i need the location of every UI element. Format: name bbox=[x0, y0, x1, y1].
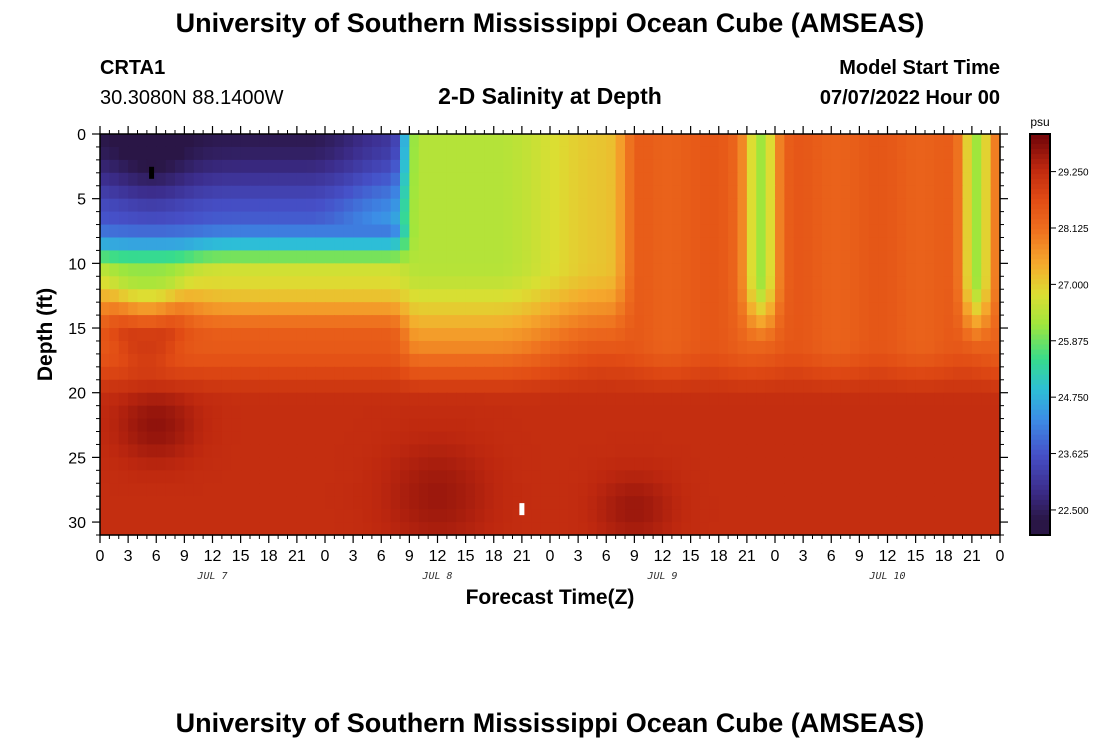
x-tick-label: 9 bbox=[180, 548, 189, 565]
x-tick-label: 21 bbox=[963, 548, 981, 565]
x-tick-label: 3 bbox=[349, 548, 358, 565]
x-tick-label: 15 bbox=[232, 548, 250, 565]
day-label: JUL 7 bbox=[196, 571, 227, 582]
y-tick-label: 20 bbox=[68, 386, 86, 403]
x-tick-label: 0 bbox=[321, 548, 330, 565]
x-tick-label: 6 bbox=[377, 548, 386, 565]
x-tick-label: 12 bbox=[654, 548, 672, 565]
x-tick-label: 18 bbox=[485, 548, 503, 565]
x-tick-label: 0 bbox=[96, 548, 105, 565]
colorbar-tick-label: 28.125 bbox=[1058, 224, 1089, 235]
day-label: JUL 8 bbox=[421, 571, 452, 582]
station-id: CRTA1 bbox=[100, 57, 166, 79]
heatmap-field bbox=[100, 134, 1001, 536]
x-tick-label: 18 bbox=[710, 548, 728, 565]
marker-2 bbox=[519, 503, 525, 516]
y-tick-label: 30 bbox=[68, 515, 86, 532]
colorbar-tick-label: 23.625 bbox=[1058, 450, 1089, 461]
colorbar-tick-label: 24.750 bbox=[1058, 393, 1089, 404]
x-tick-label: 21 bbox=[288, 548, 306, 565]
colorbar-frame bbox=[1029, 133, 1051, 536]
x-tick-label: 18 bbox=[260, 548, 278, 565]
model-start-value: 07/07/2022 Hour 00 bbox=[819, 87, 1000, 109]
x-tick-label: 6 bbox=[152, 548, 161, 565]
x-axis-label: Forecast Time(Z) bbox=[466, 586, 635, 609]
x-tick-label: 12 bbox=[879, 548, 897, 565]
page-title: University of Southern Mississippi Ocean… bbox=[175, 8, 925, 38]
x-tick-label: 12 bbox=[204, 548, 222, 565]
chart-subtitle: 2-D Salinity at Depth bbox=[438, 83, 662, 109]
x-tick-label: 3 bbox=[799, 548, 808, 565]
x-tick-label: 0 bbox=[996, 548, 1005, 565]
x-tick-label: 15 bbox=[457, 548, 475, 565]
day-label: JUL 10 bbox=[868, 571, 905, 582]
x-tick-label: 0 bbox=[546, 548, 555, 565]
x-tick-label: 9 bbox=[630, 548, 639, 565]
colorbar-unit: psu bbox=[1030, 115, 1049, 129]
y-tick-label: 25 bbox=[68, 450, 86, 467]
x-tick-label: 21 bbox=[738, 548, 756, 565]
x-tick-label: 15 bbox=[907, 548, 925, 565]
y-tick-label: 10 bbox=[68, 256, 86, 273]
x-tick-label: 18 bbox=[935, 548, 953, 565]
colorbar-tick-label: 22.500 bbox=[1058, 506, 1089, 517]
y-tick-label: 0 bbox=[77, 127, 86, 144]
x-tick-label: 6 bbox=[602, 548, 611, 565]
station-coordinates: 30.3080N 88.1400W bbox=[100, 87, 284, 109]
model-start-label: Model Start Time bbox=[839, 57, 1000, 79]
x-tick-label: 9 bbox=[405, 548, 414, 565]
x-tick-label: 15 bbox=[682, 548, 700, 565]
colorbar-tick-label: 27.000 bbox=[1058, 280, 1089, 291]
colorbar-tick-label: 25.875 bbox=[1058, 337, 1089, 348]
y-tick-label: 15 bbox=[68, 321, 86, 338]
x-tick-label: 9 bbox=[855, 548, 864, 565]
y-axis-label: Depth (ft) bbox=[34, 288, 57, 381]
day-label: JUL 9 bbox=[646, 571, 677, 582]
x-tick-label: 0 bbox=[771, 548, 780, 565]
colorbar-gradient bbox=[1030, 134, 1050, 536]
x-tick-label: 3 bbox=[124, 548, 133, 565]
marker-1 bbox=[149, 166, 155, 179]
colorbar-tick-label: 29.250 bbox=[1058, 168, 1089, 179]
y-tick-label: 5 bbox=[77, 192, 86, 209]
x-tick-label: 12 bbox=[429, 548, 447, 565]
x-tick-label: 6 bbox=[827, 548, 836, 565]
x-tick-label: 3 bbox=[574, 548, 583, 565]
page-title-repeat: University of Southern Mississippi Ocean… bbox=[175, 708, 925, 738]
x-tick-label: 21 bbox=[513, 548, 531, 565]
